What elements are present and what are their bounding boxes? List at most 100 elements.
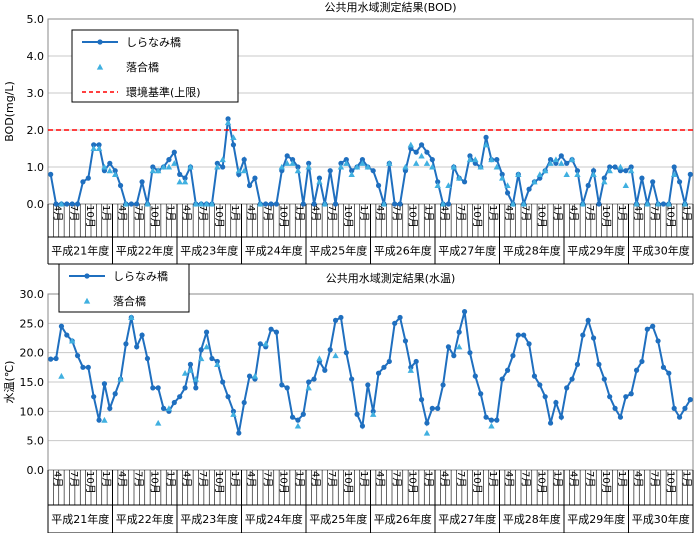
data-point bbox=[622, 182, 630, 189]
data-point bbox=[144, 355, 151, 362]
data-point bbox=[68, 337, 76, 344]
data-point bbox=[306, 379, 312, 385]
month-tick-label: 7月 bbox=[455, 205, 467, 221]
data-point bbox=[111, 171, 119, 177]
legend-swatch bbox=[83, 297, 91, 304]
y-tick-label: 5.0 bbox=[27, 435, 45, 448]
data-point bbox=[316, 178, 323, 185]
data-point bbox=[128, 201, 134, 207]
data-point bbox=[666, 370, 672, 376]
data-point bbox=[300, 201, 306, 207]
year-label: 平成28年度 bbox=[503, 244, 561, 258]
legend-box bbox=[58, 263, 190, 313]
month-tick-label: 4月 bbox=[632, 205, 644, 221]
month-tick-label: 4月 bbox=[181, 205, 193, 221]
month-tick-label: 4月 bbox=[245, 471, 257, 487]
data-point bbox=[397, 314, 403, 321]
data-point bbox=[553, 399, 559, 406]
data-point bbox=[214, 160, 220, 166]
data-point bbox=[91, 394, 97, 400]
data-point bbox=[439, 200, 447, 207]
month-tick-label: 1月 bbox=[229, 205, 241, 221]
data-point bbox=[660, 364, 667, 370]
month-tick-label: 4月 bbox=[632, 471, 644, 487]
data-point bbox=[278, 163, 286, 170]
data-point bbox=[165, 163, 173, 170]
y-axis-label: BOD(mg/L) bbox=[3, 81, 16, 142]
data-point bbox=[150, 385, 156, 391]
month-tick-label: 7月 bbox=[68, 471, 80, 487]
data-point bbox=[322, 367, 328, 373]
data-point bbox=[48, 356, 54, 362]
data-point bbox=[424, 149, 430, 155]
data-point bbox=[515, 332, 521, 338]
month-tick-label: 7月 bbox=[132, 471, 144, 487]
month-tick-label: 4月 bbox=[116, 205, 128, 221]
data-point bbox=[85, 175, 91, 181]
data-point bbox=[451, 353, 457, 359]
month-tick-label: 10月 bbox=[213, 471, 225, 494]
month-tick-label: 4月 bbox=[181, 471, 193, 487]
data-point bbox=[531, 373, 538, 379]
month-tick-label: 1月 bbox=[165, 205, 177, 221]
data-point bbox=[149, 167, 157, 174]
month-tick-label: 1月 bbox=[552, 205, 564, 221]
month-tick-label: 7月 bbox=[390, 205, 402, 221]
data-point bbox=[53, 201, 59, 207]
month-tick-label: 7月 bbox=[390, 471, 402, 487]
data-point bbox=[478, 391, 484, 397]
data-point bbox=[504, 190, 511, 196]
year-label: 平成25年度 bbox=[309, 244, 367, 258]
data-point bbox=[257, 200, 264, 207]
data-point bbox=[413, 149, 419, 155]
data-point bbox=[134, 344, 140, 350]
data-point bbox=[564, 385, 570, 391]
data-point bbox=[494, 417, 500, 423]
data-point bbox=[337, 163, 345, 170]
data-point bbox=[241, 157, 247, 163]
month-tick-label: 1月 bbox=[423, 205, 435, 221]
data-point bbox=[235, 167, 243, 174]
data-point bbox=[251, 372, 259, 379]
month-tick-label: 10月 bbox=[664, 205, 676, 228]
data-point bbox=[418, 397, 425, 403]
year-label: 平成29年度 bbox=[567, 244, 625, 258]
data-point bbox=[488, 422, 495, 429]
data-point bbox=[488, 156, 495, 163]
year-label: 平成30年度 bbox=[632, 512, 690, 526]
data-point bbox=[327, 168, 333, 174]
data-point bbox=[456, 329, 462, 335]
month-tick-label: 1月 bbox=[681, 471, 693, 487]
month-tick-label: 10月 bbox=[277, 205, 289, 228]
data-point bbox=[413, 358, 419, 365]
data-point bbox=[521, 332, 527, 338]
data-point bbox=[219, 156, 226, 163]
data-point bbox=[467, 350, 473, 356]
month-tick-label: 10月 bbox=[471, 471, 483, 494]
data-point bbox=[429, 163, 436, 170]
legend-swatch bbox=[96, 63, 104, 70]
data-point bbox=[547, 160, 554, 166]
month-tick-label: 10月 bbox=[535, 471, 547, 494]
month-tick-label: 10月 bbox=[664, 471, 676, 494]
data-point bbox=[445, 201, 452, 207]
data-point bbox=[617, 163, 624, 170]
month-tick-label: 1月 bbox=[681, 205, 693, 221]
data-point bbox=[681, 200, 689, 207]
data-point bbox=[644, 200, 651, 207]
y-tick-label: 10.0 bbox=[20, 405, 45, 418]
data-point bbox=[596, 361, 602, 367]
month-tick-label: 1月 bbox=[358, 205, 370, 221]
data-point bbox=[203, 343, 210, 350]
data-point bbox=[74, 353, 81, 359]
data-point bbox=[187, 361, 194, 367]
month-tick-label: 10月 bbox=[213, 205, 225, 228]
data-point bbox=[80, 364, 86, 370]
data-point bbox=[240, 167, 248, 174]
data-point bbox=[423, 429, 431, 436]
data-point bbox=[434, 182, 441, 189]
data-point bbox=[520, 200, 527, 207]
data-point bbox=[633, 367, 640, 373]
data-point bbox=[90, 145, 97, 152]
month-tick-label: 7月 bbox=[326, 205, 338, 221]
